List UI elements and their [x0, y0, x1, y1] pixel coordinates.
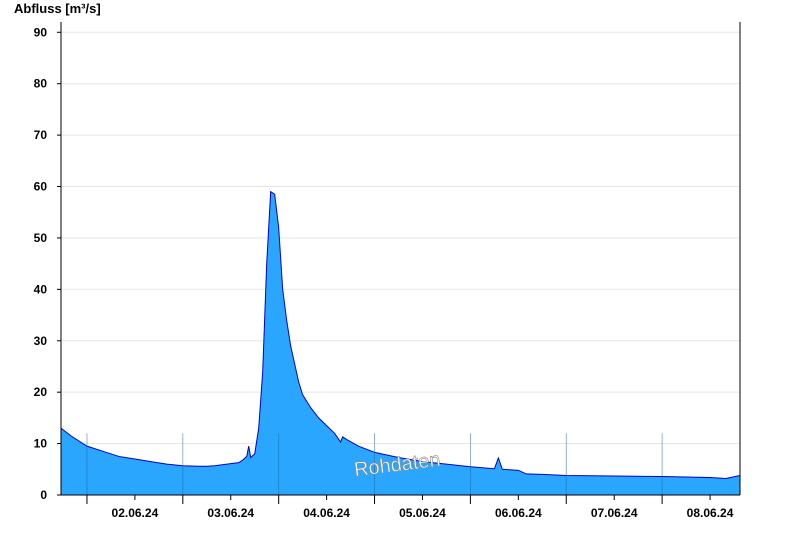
x-axis-ticks: 02.06.24 03.06.24 04.06.24 05.06.24 06.06.24…: [86, 495, 734, 520]
day-boundary-lines: [86, 433, 663, 495]
x-tick-label: 07.06.24: [591, 506, 638, 520]
y-tick-label: 50: [34, 231, 48, 245]
y-tick-label: 60: [34, 180, 48, 194]
discharge-series: [60, 190, 741, 496]
y-axis-ticks: 0 10 20 30 40 50 60 70 80 90: [34, 25, 61, 502]
y-tick-label: 30: [34, 334, 48, 348]
x-tick-label: 06.06.24: [495, 506, 542, 520]
grid-lines: [61, 31, 740, 445]
y-tick-label: 10: [34, 437, 48, 451]
x-tick-label: 02.06.24: [112, 506, 159, 520]
y-axis-title: Abfluss [m³/s]: [14, 1, 101, 16]
y-tick-label: 20: [34, 385, 48, 399]
y-tick-label: 90: [34, 25, 48, 39]
x-tick-label: 08.06.24: [687, 506, 734, 520]
discharge-area: [61, 191, 740, 496]
x-tick-label: 03.06.24: [207, 506, 254, 520]
discharge-line: [60, 190, 741, 480]
y-tick-label: 40: [34, 282, 48, 296]
x-tick-label: 04.06.24: [303, 506, 350, 520]
y-tick-label: 70: [34, 128, 48, 142]
y-tick-label: 0: [40, 488, 47, 502]
x-tick-label: 05.06.24: [399, 506, 446, 520]
y-tick-label: 80: [34, 77, 48, 91]
axes: [60, 22, 741, 496]
